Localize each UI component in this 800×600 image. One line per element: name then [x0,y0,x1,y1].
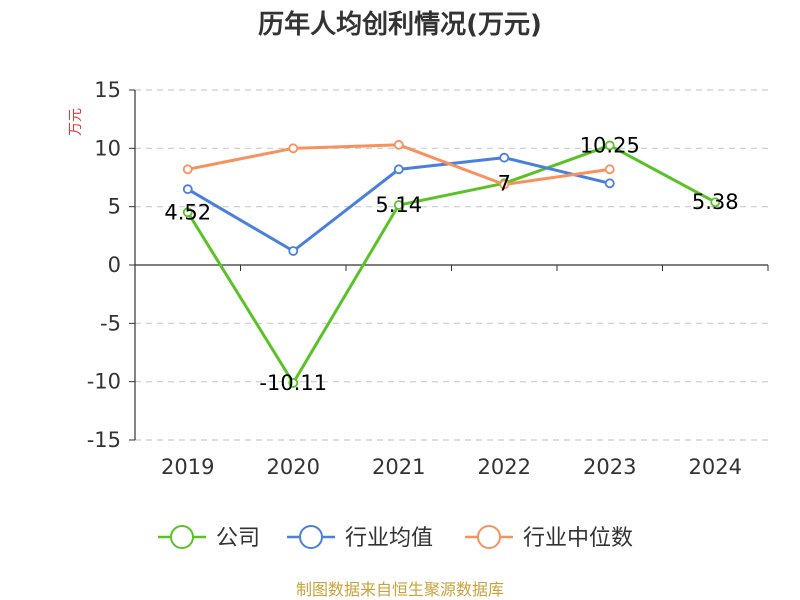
axes [129,89,769,441]
data-label: 4.52 [164,200,211,224]
x-tick-label: 2020 [267,455,320,479]
y-tick-label: -15 [87,428,121,452]
data-point [393,139,404,150]
legend-label: 公司 [216,526,260,551]
data-label: 5.38 [692,190,739,214]
data-point [604,164,615,175]
y-tick-label: 0 [108,253,121,277]
x-tick-label: 2024 [689,455,742,479]
legend-marker [170,525,194,549]
data-point [182,164,193,175]
data-point [288,378,299,388]
legend-label: 行业均值 [345,526,433,551]
data-point [182,184,193,195]
x-tick-label: 2021 [372,455,425,479]
chart-title: 历年人均创利情况(万元) [258,9,542,40]
data-point [710,197,721,208]
x-tick-label: 2022 [478,455,531,479]
x-tick-labels: 2019 2020 2021 2022 2023 2024 [161,455,742,479]
legend-label: 行业中位数 [523,526,633,551]
data-point [604,178,615,189]
y-tick-label: 5 [108,195,121,219]
series-line-0 [186,143,716,385]
y-tick-label: -5 [100,311,121,335]
y-tick-labels: 15 10 5 0 -5 -10 -15 [87,78,121,452]
data-point [288,143,299,154]
data-point [288,246,299,256]
y-tick-label: 10 [94,136,121,160]
data-labels: 4.52 -10.11 5.14 7 10.25 5.38 [164,133,738,395]
x-tick-label: 2023 [583,455,636,479]
data-point [182,207,193,218]
y-tick-label: 15 [94,78,121,102]
x-tick-label: 2019 [161,455,214,479]
legend: 公司 行业均值 行业中位数 [158,525,633,551]
data-label: -10.11 [259,371,327,395]
data-point [499,152,510,163]
data-point [604,140,615,151]
source-note: 制图数据来自恒生聚源数据库 [296,580,504,599]
data-label: 10.25 [580,133,640,157]
y-tick-label: -10 [87,370,121,394]
data-point [393,200,404,210]
data-point [499,179,510,190]
legend-marker [477,525,501,549]
legend-marker [299,525,323,549]
series-lines [182,139,721,388]
data-label: 5.14 [375,193,422,217]
y-axis-unit: 万元 [68,108,84,136]
data-label: 7 [498,171,511,195]
data-point [393,164,404,175]
